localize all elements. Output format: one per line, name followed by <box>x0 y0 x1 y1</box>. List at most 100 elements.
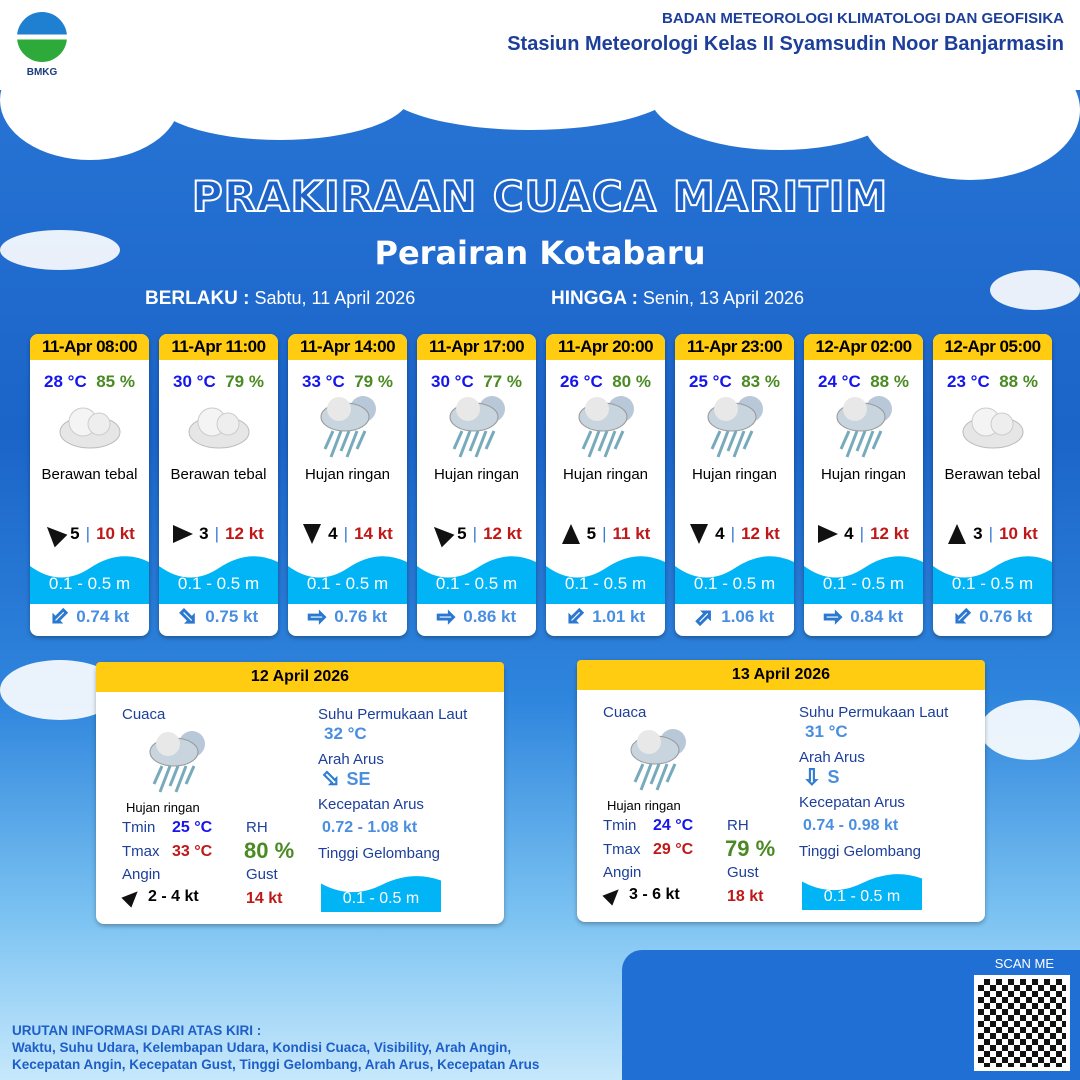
wind-direction-arrow-icon <box>303 524 322 544</box>
forecast-time: 11-Apr 20:00 <box>546 334 665 360</box>
valid-from: BERLAKU : Sabtu, 11 April 2026 <box>145 288 416 309</box>
air-temperature: 30 °C <box>431 372 474 391</box>
forecast-card: 11-Apr 08:00 28 °C 85 % Berawan tebal 5 |… <box>30 334 149 636</box>
forecast-time: 12-Apr 02:00 <box>804 334 923 360</box>
label-tinggi-gelombang: Tinggi Gelombang <box>318 845 441 862</box>
wind-direction-arrow-icon <box>818 525 839 543</box>
forecast-card: 11-Apr 17:00 30 °C 77 % Hujan ringan 5 | 1… <box>417 334 536 636</box>
forecast-card: 12-Apr 05:00 23 °C 88 % Berawan tebal 3 |… <box>933 334 1052 636</box>
humidity: 88 % <box>999 372 1038 391</box>
page-title: PRAKIRAAN CUACA MARITIM <box>191 171 889 222</box>
weather-condition: Berawan tebal <box>944 466 1041 483</box>
daily-panel-13-april: 13 April 2026 Cuaca Hujan ringan Tmin 24… <box>577 660 985 922</box>
label-cuaca: Cuaca <box>603 704 647 721</box>
forecast-time: 12-Apr 05:00 <box>933 334 1052 360</box>
forecast-time: 11-Apr 08:00 <box>30 334 149 360</box>
wave-height: 0.1 - 0.5 m <box>435 574 518 593</box>
sst-value: 32 °C <box>324 724 367 743</box>
wind-speed: 4 <box>328 524 338 543</box>
rain-icon <box>623 724 693 801</box>
wind-direction-arrow-icon <box>121 886 143 908</box>
wind-direction-arrow-icon <box>690 524 709 544</box>
gust-speed: 12 kt <box>225 524 264 543</box>
humidity: 79 % <box>225 372 264 391</box>
label-tmin: Tmin <box>603 817 637 834</box>
wind-direction-arrow-icon <box>427 520 455 548</box>
wind-speed: 4 <box>715 524 725 543</box>
wind-speed: 5 <box>70 524 80 543</box>
daily-condition: Hujan ringan <box>126 800 200 815</box>
wave-height: 0.1 - 0.5 m <box>306 574 389 593</box>
organization-header: BADAN METEOROLOGI KLIMATOLOGI DAN GEOFIS… <box>507 10 1064 56</box>
footer-legend: URUTAN INFORMASI DARI ATAS KIRI : Waktu,… <box>12 1022 539 1073</box>
current-direction-arrow-icon: ⇨ <box>436 604 456 629</box>
gust-value: 14 kt <box>246 890 283 907</box>
forecast-time: 11-Apr 17:00 <box>417 334 536 360</box>
tmax-value: 29 °C <box>653 841 694 858</box>
wave-height: 0.1 - 0.5 m <box>342 890 420 907</box>
rain-icon <box>546 392 665 462</box>
org-name: BADAN METEOROLOGI KLIMATOLOGI DAN GEOFIS… <box>662 10 1064 27</box>
current-direction-arrow-icon: ⇨ <box>800 767 826 787</box>
footer-line-1: Waktu, Suhu Udara, Kelembapan Udara, Kon… <box>12 1040 512 1055</box>
gust-speed: 14 kt <box>354 524 393 543</box>
forecast-time: 11-Apr 14:00 <box>288 334 407 360</box>
rh-value: 80 % <box>244 838 295 863</box>
air-temperature: 33 °C <box>302 372 345 391</box>
current-speed: 0.76 kt <box>979 607 1033 626</box>
weather-condition: Hujan ringan <box>304 466 391 483</box>
daily-date: 13 April 2026 <box>577 660 985 690</box>
wave-height: 0.1 - 0.5 m <box>177 574 260 593</box>
current-direction-arrow-icon: ⇨ <box>44 601 76 633</box>
wave-graphic <box>30 548 149 604</box>
current-direction-arrow-icon: ⇨ <box>173 601 205 633</box>
cloud-decoration <box>980 700 1080 760</box>
label-gust: Gust <box>246 866 278 883</box>
daily-condition: Hujan ringan <box>607 798 681 813</box>
tmin-value: 25 °C <box>172 819 213 836</box>
humidity: 88 % <box>870 372 909 391</box>
rain-icon <box>804 392 923 462</box>
rain-icon <box>288 392 407 462</box>
forecast-time: 11-Apr 23:00 <box>675 334 794 360</box>
label-angin: Angin <box>122 866 161 883</box>
weather-condition: Berawan tebal <box>41 466 138 483</box>
wave-height: 0.1 - 0.5 m <box>822 574 905 593</box>
humidity: 80 % <box>612 372 651 391</box>
air-temperature: 25 °C <box>689 372 732 391</box>
air-temperature: 24 °C <box>818 372 861 391</box>
daily-panel-12-april: 12 April 2026 Cuaca Hujan ringan Tmin 25… <box>96 662 504 924</box>
wind-speed: 5 <box>586 524 597 543</box>
wave-graphic <box>933 548 1052 604</box>
forecast-card: 11-Apr 23:00 25 °C 83 % Hujan ringan 4 | 1… <box>675 334 794 636</box>
wave-graphic <box>321 870 441 912</box>
wave-height: 0.1 - 0.5 m <box>48 574 131 593</box>
wave-height: 0.1 - 0.5 m <box>564 574 647 593</box>
humidity: 83 % <box>741 372 780 391</box>
current-speed-range: 0.72 - 1.08 kt <box>322 819 418 836</box>
weather-condition: Hujan ringan <box>820 466 907 483</box>
label-rh: RH <box>246 819 268 836</box>
gust-speed: 10 kt <box>999 524 1038 543</box>
weather-condition: Berawan tebal <box>170 466 267 483</box>
qr-code[interactable] <box>974 975 1070 1071</box>
current-speed: 0.75 kt <box>205 607 259 626</box>
forecast-card: 12-Apr 02:00 24 °C 88 % Hujan ringan 4 | 1… <box>804 334 923 636</box>
label-gust: Gust <box>727 864 759 881</box>
forecast-card: 11-Apr 20:00 26 °C 80 % Hujan ringan 5 | 1… <box>546 334 665 636</box>
gust-value: 18 kt <box>727 888 764 905</box>
sst-value: 31 °C <box>805 722 848 741</box>
current-direction-arrow-icon: ⇨ <box>307 604 327 629</box>
cloud-decoration <box>150 50 410 140</box>
wave-height: 0.1 - 0.5 m <box>693 574 776 593</box>
daily-date: 12 April 2026 <box>96 662 504 692</box>
label-rh: RH <box>727 817 749 834</box>
forecast-time: 11-Apr 11:00 <box>159 334 278 360</box>
bmkg-logo: BMKG <box>14 12 70 80</box>
air-temperature: 26 °C <box>560 372 603 391</box>
wave-graphic <box>546 548 665 604</box>
wind-direction-arrow-icon <box>561 524 580 544</box>
current-direction-value: S <box>827 766 840 787</box>
wave-graphic <box>675 548 794 604</box>
current-speed: 0.84 kt <box>850 607 904 626</box>
